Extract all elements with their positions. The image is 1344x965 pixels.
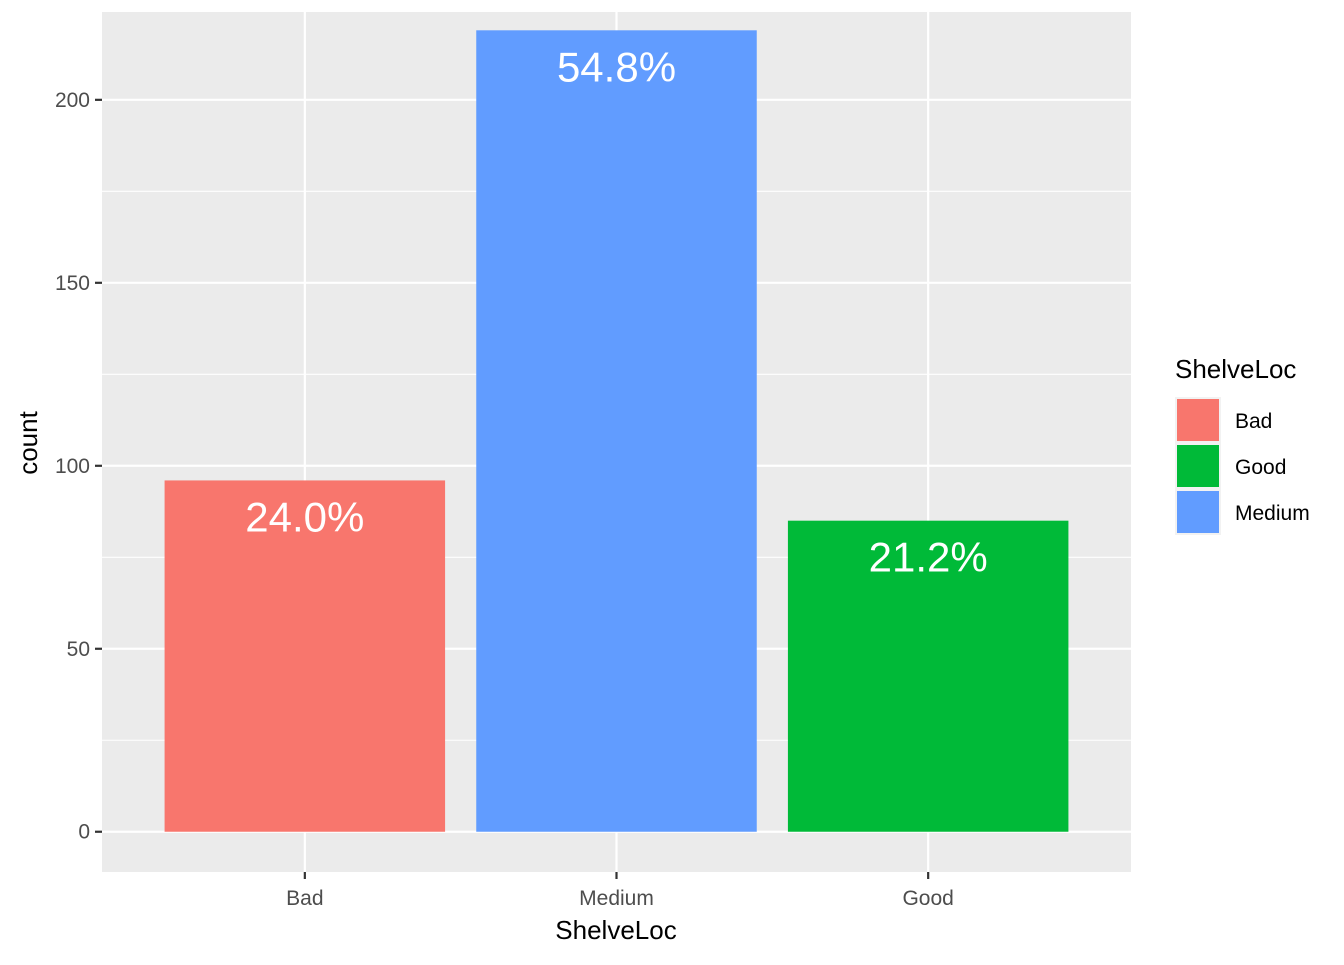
bar-medium xyxy=(476,30,757,832)
x-tick-label: Medium xyxy=(579,887,654,910)
y-axis-title: count xyxy=(13,410,43,474)
y-tick-label: 200 xyxy=(55,89,90,112)
bars-group xyxy=(164,30,1069,832)
y-tick-label: 50 xyxy=(67,638,90,661)
bar-bad xyxy=(164,480,446,832)
legend-items: Bad Good Medium xyxy=(1175,397,1310,535)
legend-label: Medium xyxy=(1235,502,1310,525)
bar-data-label: 21.2% xyxy=(869,534,988,581)
y-tick-label: 0 xyxy=(78,821,90,844)
legend-label: Good xyxy=(1235,456,1286,479)
legend-label: Bad xyxy=(1235,410,1272,433)
bar-data-label: 24.0% xyxy=(245,493,364,540)
legend-title: ShelveLoc xyxy=(1175,354,1296,384)
bar-labels-group: 24.0% 54.8% 21.2% xyxy=(245,43,987,580)
bar-good xyxy=(787,520,1069,832)
legend-key-good xyxy=(1177,445,1219,487)
legend: ShelveLoc Bad Good Medium xyxy=(1175,354,1310,535)
y-tick-label: 150 xyxy=(55,272,90,295)
legend-key-medium xyxy=(1177,491,1219,533)
x-tick-label: Bad xyxy=(286,887,323,910)
bar-data-label: 54.8% xyxy=(557,43,676,90)
y-axis: 0 50 100 150 200 xyxy=(55,89,102,844)
x-tick-label: Good xyxy=(902,887,953,910)
legend-key-bad xyxy=(1177,399,1219,441)
x-axis-title: ShelveLoc xyxy=(555,915,676,945)
x-axis: Bad Medium Good xyxy=(286,872,954,910)
y-tick-label: 100 xyxy=(55,455,90,478)
